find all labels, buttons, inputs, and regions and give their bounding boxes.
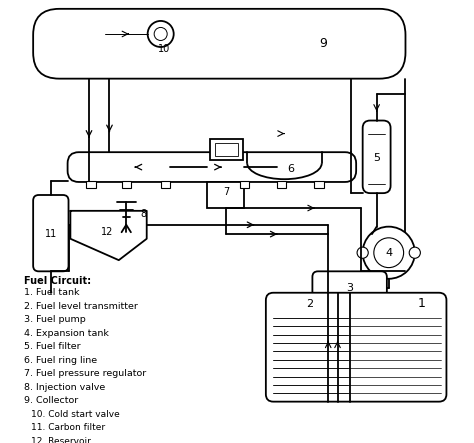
- Text: 3. Fuel pump: 3. Fuel pump: [24, 315, 86, 324]
- Bar: [277, 181, 286, 188]
- Bar: [240, 181, 249, 188]
- Text: 7. Fuel pressure regulator: 7. Fuel pressure regulator: [24, 369, 146, 378]
- Text: 2. Fuel level transmitter: 2. Fuel level transmitter: [24, 302, 138, 311]
- Bar: [161, 181, 170, 188]
- Bar: [121, 181, 131, 188]
- Text: 8. Injection valve: 8. Injection valve: [24, 383, 105, 392]
- FancyBboxPatch shape: [33, 9, 405, 79]
- Text: 2: 2: [306, 299, 313, 309]
- Text: 1. Fuel tank: 1. Fuel tank: [24, 288, 79, 297]
- Text: Fuel Circuit:: Fuel Circuit:: [24, 276, 91, 286]
- Text: 12: 12: [101, 227, 114, 237]
- Text: 10. Cold start valve: 10. Cold start valve: [31, 410, 120, 419]
- Text: 11: 11: [45, 229, 57, 239]
- Text: 11. Carbon filter: 11. Carbon filter: [31, 423, 105, 432]
- Bar: [210, 139, 243, 159]
- Circle shape: [357, 247, 368, 258]
- Circle shape: [154, 27, 167, 40]
- Text: 12. Reservoir: 12. Reservoir: [31, 436, 91, 443]
- Text: 3: 3: [346, 283, 353, 293]
- Text: 5: 5: [373, 153, 380, 163]
- Bar: [86, 181, 96, 188]
- Text: 7: 7: [223, 187, 229, 197]
- FancyBboxPatch shape: [33, 195, 69, 271]
- Text: 8: 8: [140, 209, 146, 218]
- Text: 4: 4: [385, 248, 392, 258]
- FancyBboxPatch shape: [68, 152, 356, 182]
- Circle shape: [409, 247, 420, 258]
- Text: 10: 10: [158, 44, 171, 54]
- Circle shape: [374, 238, 404, 268]
- FancyBboxPatch shape: [266, 293, 447, 402]
- Bar: [314, 181, 324, 188]
- Circle shape: [147, 21, 173, 47]
- FancyBboxPatch shape: [312, 271, 387, 304]
- FancyBboxPatch shape: [363, 120, 391, 193]
- Text: 1: 1: [418, 297, 425, 311]
- Text: 9. Collector: 9. Collector: [24, 396, 78, 405]
- Text: 9: 9: [319, 37, 328, 50]
- Text: 6. Fuel ring line: 6. Fuel ring line: [24, 356, 97, 365]
- Bar: [207, 182, 245, 208]
- Circle shape: [363, 227, 415, 279]
- Bar: [215, 143, 238, 156]
- Text: 5. Fuel filter: 5. Fuel filter: [24, 342, 81, 351]
- Text: 6: 6: [288, 164, 294, 174]
- Text: 4. Expansion tank: 4. Expansion tank: [24, 329, 109, 338]
- Polygon shape: [70, 211, 147, 260]
